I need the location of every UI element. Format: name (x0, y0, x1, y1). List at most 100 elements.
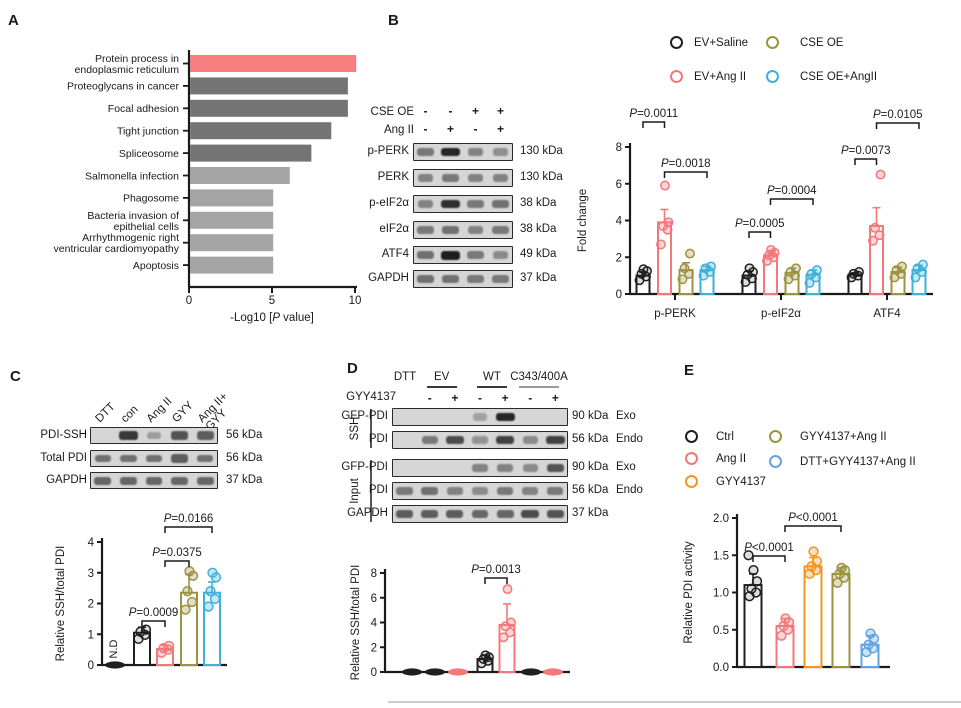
panel-d-blot-band (522, 487, 539, 495)
pathway-bar (190, 144, 312, 162)
panel-c-chart-annotation: N.D (108, 639, 120, 658)
panel-e-legend-marker (769, 430, 783, 444)
panel-d-blot-kda-label: 37 kDa (572, 507, 609, 519)
panel-c-blot-band (145, 476, 163, 485)
panel-b-legend-label: EV+Ang II (694, 71, 747, 83)
panel-b-blot-kda-label: 38 kDa (520, 223, 557, 235)
panel-d-blot-kda-label: 56 kDa (572, 433, 609, 445)
panel-b-blot-kda-label: 49 kDa (520, 248, 557, 260)
panel-c-blot-band (145, 454, 163, 463)
panel-c-blot-row-label: PDI-SSH (40, 428, 87, 441)
panel-d-treatment-sign: + (501, 391, 509, 405)
panel-b-chart-y-tick-label: 8 (616, 142, 622, 154)
panel-b-blot-band (440, 147, 461, 157)
panel-b-chart-y-tick-label: 6 (616, 179, 622, 191)
pathway-bar (190, 167, 290, 184)
panel-b-condition-sign: - (448, 104, 453, 118)
panel-e-legend-label: GYY4137+Ang II (800, 431, 887, 443)
pathway-label: Phagosome (123, 193, 179, 205)
panel-b-chart-data-point (660, 180, 670, 191)
panel-d-blot-box (392, 459, 568, 477)
panel-d-blot-band (421, 487, 438, 495)
panel-e-chart-sig-label: P<0.0001 (744, 542, 794, 554)
panel-b-chart-data-point (897, 261, 907, 272)
panel-b-chart-data-point (848, 268, 859, 279)
panel-d-blot-box (392, 482, 568, 500)
panel-b-blot-kda-label: 38 kDa (520, 197, 557, 209)
panel-a-x-tick-label: 10 (349, 295, 362, 307)
pathway-label: Bacteria invasion of epithelial cells (87, 210, 179, 233)
panel-e-chart-sig-bracket (752, 555, 786, 562)
panel-b-chart-data-point (870, 222, 880, 233)
panel-e-legend-marker (685, 475, 699, 489)
panel-d-chart-data-point (498, 632, 509, 643)
panel-c-chart-data-point (209, 593, 221, 605)
panel-c-blot-band (171, 476, 188, 485)
panel-b-chart-sig-label: P=0.0011 (629, 108, 678, 120)
panel-c-chart-y-tick-label: 0 (88, 660, 94, 672)
panel-d-blot-band (522, 436, 539, 444)
panel-d-label: D (347, 360, 358, 377)
panel-b-blot-band (467, 148, 484, 156)
panel-b-chart-sig-bracket (642, 121, 666, 128)
panel-b-chart-data-point (744, 263, 755, 274)
panel-d-blot-band (496, 435, 515, 445)
panel-b-blot-band (442, 174, 459, 182)
panel-b-chart-data-point (638, 264, 649, 275)
panel-b-chart-data-point (656, 239, 666, 250)
panel-d-blot-kda-label: 56 kDa (572, 484, 609, 496)
panel-e-label: E (684, 362, 695, 379)
panel-b-blot-band (492, 275, 509, 283)
panel-d-blot-band (421, 509, 439, 519)
panel-b-blot-band (492, 226, 509, 234)
panel-c-blot-row-label: Total PDI (40, 451, 87, 464)
pathway-label: Apoptosis (133, 260, 179, 272)
panel-b-blot-kda-label: 130 kDa (520, 171, 563, 183)
panel-e-legend-label: Ang II (716, 453, 747, 465)
panel-b-legend-label: CSE OE+AngII (800, 71, 878, 83)
panel-e-chart-sig-label: P<0.0001 (788, 512, 838, 524)
panel-d-blot-band (472, 464, 488, 472)
panel-a-x-tick-label: 5 (269, 295, 275, 307)
panel-b-blot-band (417, 275, 434, 283)
panel-b-chart-data-point (804, 278, 815, 288)
panel-b-blot-band (492, 174, 509, 182)
panel-b-blot-band (442, 275, 459, 283)
panel-d-blot-band (522, 464, 539, 472)
panel-d-blot-row-label: GFP-PDI (341, 461, 388, 473)
panel-d-chart-y-axis-title: Relative SSH/total PDI (350, 565, 362, 681)
panel-c-chart-y-tick-label: 4 (88, 537, 95, 549)
panel-b-legend-marker (670, 70, 684, 84)
panel-b-chart-data-point (766, 244, 776, 255)
panel-d-chart-data-point (480, 650, 491, 661)
panel-b-blot-band (492, 148, 509, 156)
panel-b-blot-band (492, 200, 509, 208)
panel-b-chart-sig-bracket (663, 171, 708, 178)
pathway-bar (190, 234, 274, 252)
pathway-label: Spliceosome (119, 148, 179, 160)
panel-d-chart-y-tick-label: 8 (371, 568, 377, 580)
panel-d-chart-y-tick-label: 0 (371, 667, 377, 679)
panel-c-blot-band (170, 431, 189, 440)
panel-c-blot-band (119, 476, 137, 485)
panel-d-blot-band (546, 463, 565, 473)
panel-d-group-label: C343/400A (510, 371, 568, 383)
panel-e-chart-y-tick-label: 0.0 (713, 662, 729, 674)
pathway-label: Protein process in endoplasmic reticulum (75, 53, 180, 76)
panel-b-blot-row-label: PERK (377, 171, 409, 183)
pathway-bar (190, 77, 348, 95)
panel-a-x-axis-title: -Log10 [P value] (230, 312, 314, 324)
panel-e-chart-y-tick-label: 2.0 (713, 513, 729, 525)
panel-b-condition-label: CSE OE (370, 106, 414, 118)
panel-d-blot-band (547, 487, 564, 495)
panel-e-chart-y-tick-label: 1.5 (713, 550, 729, 562)
panel-b-blot-band (441, 199, 460, 209)
panel-b-condition-sign: + (446, 122, 454, 136)
panel-b-blot-row-label: p-PERK (367, 145, 409, 157)
panel-e-chart-data-point (868, 633, 880, 644)
panel-b-legend-marker (766, 36, 780, 50)
panel-e-chart-sig-bracket (784, 525, 842, 532)
panel-d-chart-data-point (502, 584, 513, 595)
panel-b-condition-sign: + (496, 104, 504, 118)
